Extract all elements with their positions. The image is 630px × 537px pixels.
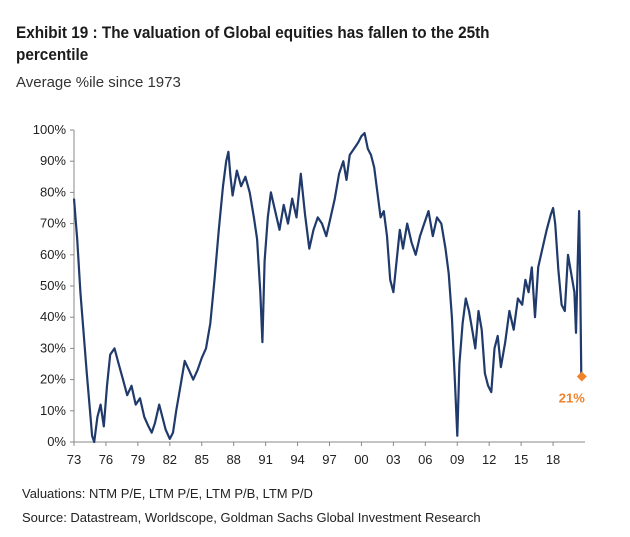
y-tick-label: 90%	[40, 153, 66, 168]
x-tick-label: 88	[226, 452, 240, 467]
chart-subtitle: Average %ile since 1973	[16, 74, 181, 91]
x-tick-label: 00	[354, 452, 368, 467]
latest-value-label: 21%	[559, 390, 585, 405]
y-tick-label: 40%	[40, 309, 66, 324]
x-tick-label: 15	[514, 452, 528, 467]
x-tick-label: 91	[258, 452, 272, 467]
y-tick-label: 80%	[40, 184, 66, 199]
y-tick-label: 50%	[40, 278, 66, 293]
series-line	[72, 132, 583, 444]
x-tick-label: 09	[450, 452, 464, 467]
valuations-note: Valuations: NTM P/E, LTM P/E, LTM P/B, L…	[22, 486, 313, 501]
x-tick-label: 85	[195, 452, 209, 467]
x-tick-label: 82	[163, 452, 177, 467]
x-tick-label: 76	[99, 452, 113, 467]
x-tick-labels: 73 76 79 82 85 88 91 94 97 00 03 06 09 12 15 18	[67, 442, 560, 467]
y-tick-label: 20%	[40, 372, 66, 387]
x-tick-label: 73	[67, 452, 81, 467]
y-tick-label: 0%	[47, 434, 66, 449]
x-tick-label: 12	[482, 452, 496, 467]
y-tick-label: 100%	[33, 122, 67, 137]
x-tick-label: 18	[546, 452, 560, 467]
x-tick-label: 06	[418, 452, 432, 467]
y-tick-label: 10%	[40, 403, 66, 418]
y-tick-label: 60%	[40, 247, 66, 262]
x-tick-label: 97	[322, 452, 336, 467]
y-tick-labels: 0% 10% 20% 30% 40% 50% 60% 70% 80% 90% 100%	[33, 122, 74, 449]
y-tick-label: 30%	[40, 340, 66, 355]
x-tick-label: 79	[131, 452, 145, 467]
source-note: Source: Datastream, Worldscope, Goldman …	[22, 510, 481, 525]
x-tick-label: 03	[386, 452, 400, 467]
x-tick-label: 94	[290, 452, 304, 467]
chart-title: Exhibit 19 : The valuation of Global equ…	[16, 23, 490, 64]
latest-value-marker	[576, 371, 587, 382]
y-tick-label: 70%	[40, 216, 66, 231]
